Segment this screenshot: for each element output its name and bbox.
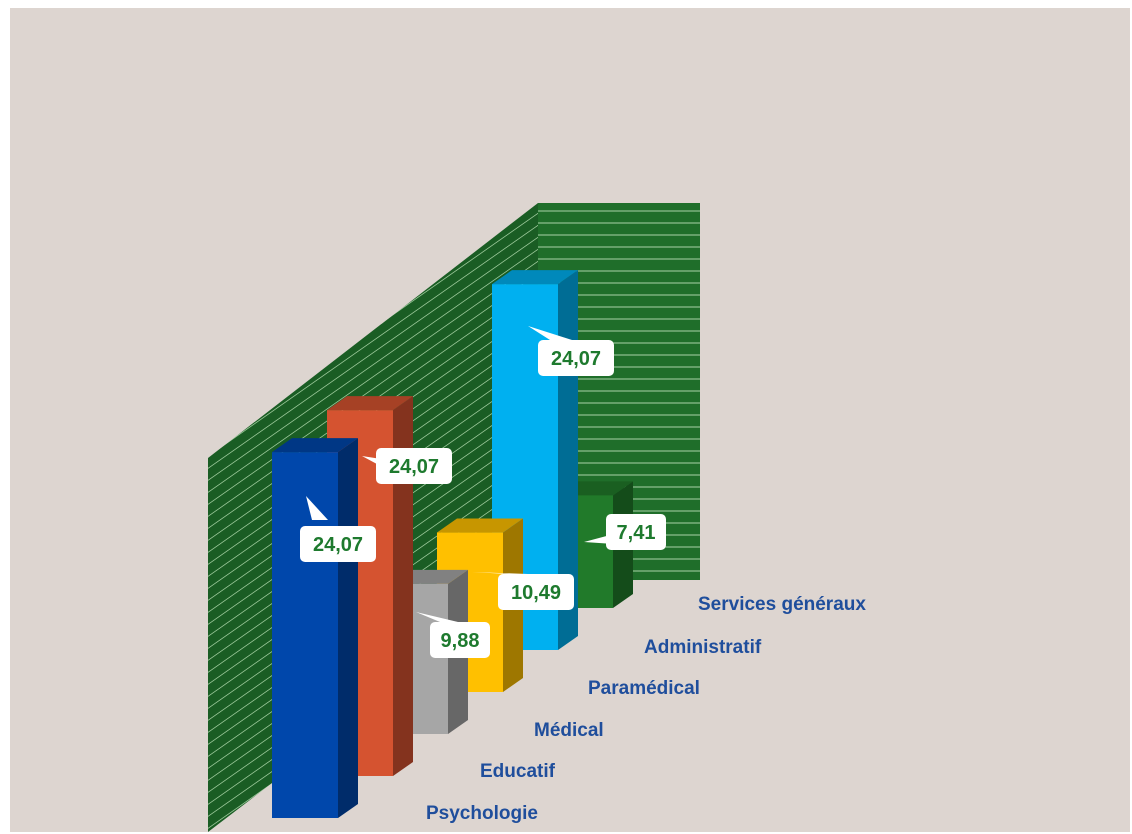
bar-top-face xyxy=(327,396,413,411)
bar-top-face xyxy=(272,438,358,453)
bar-side-face xyxy=(393,396,413,776)
bar-top-face xyxy=(492,270,578,285)
value-labels: 24,07 24,07 9,88 10,49 24,07 7,41 xyxy=(300,326,666,658)
category-label-6: Services généraux xyxy=(698,594,866,615)
value-text: 24,07 xyxy=(389,456,439,478)
category-label-5: Administratif xyxy=(644,637,762,658)
category-label-1: Psychologie xyxy=(426,803,538,824)
value-label-5: 24,07 xyxy=(528,326,614,376)
callout-box xyxy=(376,448,452,484)
callout-pointer xyxy=(306,496,328,520)
value-label-6: 7,41 xyxy=(584,514,666,550)
value-text: 24,07 xyxy=(313,534,363,556)
callout-pointer xyxy=(416,612,458,622)
bar-1 xyxy=(272,438,358,818)
value-label-3: 9,88 xyxy=(416,612,490,658)
bar-side-face xyxy=(338,438,358,818)
category-label-2: Educatif xyxy=(480,761,556,782)
bar-front-face xyxy=(272,452,338,818)
callout-box xyxy=(498,574,574,610)
category-label-3: Médical xyxy=(534,720,604,741)
callout-pointer xyxy=(472,572,528,574)
value-text: 10,49 xyxy=(511,582,561,604)
value-text: 7,41 xyxy=(617,522,656,544)
chart-area: Psychologie Educatif Médical Paramédical Adm… xyxy=(10,8,1130,832)
callout-pointer xyxy=(528,326,572,340)
callout-box xyxy=(430,622,490,658)
callout-box xyxy=(606,514,666,550)
value-text: 9,88 xyxy=(441,630,480,652)
chart-svg: Psychologie Educatif Médical Paramédical Adm… xyxy=(208,203,866,832)
value-label-1: 24,07 xyxy=(300,496,376,562)
value-label-4: 10,49 xyxy=(472,572,574,610)
callout-box xyxy=(538,340,614,376)
value-text: 24,07 xyxy=(551,348,601,370)
category-label-4: Paramédical xyxy=(588,678,700,699)
category-labels: Psychologie Educatif Médical Paramédical Adm… xyxy=(426,594,866,824)
value-label-2: 24,07 xyxy=(362,448,452,484)
bar-top-face xyxy=(437,518,523,533)
callout-box xyxy=(300,526,376,562)
